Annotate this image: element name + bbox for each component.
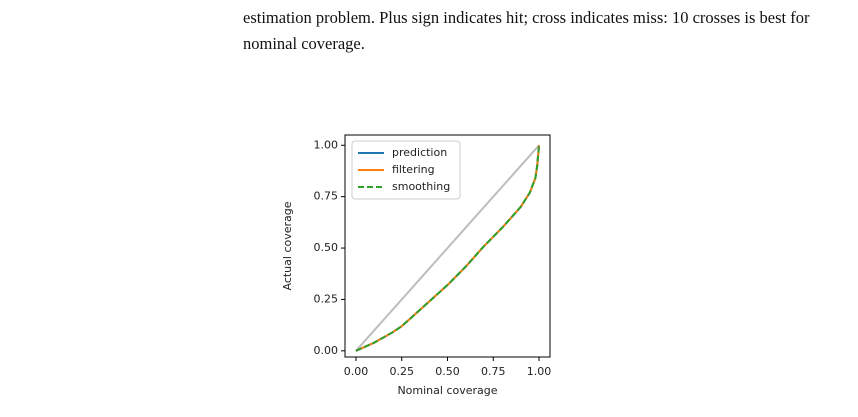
x-tick-label: 0.00 [344, 365, 369, 378]
caption-line: estimation problem. Plus sign indicates … [243, 8, 810, 27]
x-tick-label: 0.25 [389, 365, 414, 378]
legend-box [351, 140, 461, 200]
series-line [355, 145, 541, 352]
y-tick-label: 0.50 [314, 241, 339, 254]
y-axis-label: Actual coverage [281, 201, 294, 290]
x-tick-label: 0.50 [435, 365, 460, 378]
legend-label: filtering [392, 163, 435, 176]
x-tick-label: 0.75 [481, 365, 506, 378]
plot-frame [344, 134, 551, 358]
x-axis-label: Nominal coverage [397, 384, 497, 397]
x-tick-label: 1.00 [527, 365, 552, 378]
y-tick-label: 0.75 [314, 190, 339, 203]
y-tick-label: 0.25 [314, 292, 339, 305]
y-tick-label: 1.00 [314, 138, 339, 151]
legend-label: smoothing [392, 180, 450, 193]
caption-line: nominal coverage. [243, 34, 365, 53]
legend-label: prediction [392, 146, 447, 159]
y-tick-label: 0.00 [314, 344, 339, 357]
reference-line [355, 144, 540, 352]
